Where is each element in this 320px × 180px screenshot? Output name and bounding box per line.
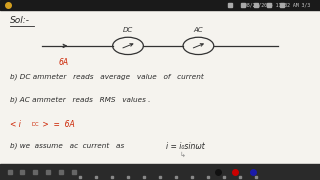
Text: b) we  assume   ac  current   as: b) we assume ac current as: [10, 142, 124, 149]
Text: b) DC ammeter   reads   average   value   of   current: b) DC ammeter reads average value of cur…: [10, 73, 203, 80]
Text: < i: < i: [10, 120, 20, 129]
Text: 6A: 6A: [59, 58, 69, 67]
Bar: [0, 0, 320, 10]
Text: Sol:-: Sol:-: [10, 16, 30, 25]
Text: b) AC ammeter   reads   RMS   values .: b) AC ammeter reads RMS values .: [10, 96, 150, 103]
Text: ↳: ↳: [179, 152, 185, 158]
Text: DC: DC: [31, 122, 39, 127]
Text: i = i₀sinωt: i = i₀sinωt: [166, 142, 205, 151]
Text: >  =  6A: > = 6A: [40, 120, 75, 129]
Text: 08/26/2024 11:02 AM 3/3: 08/26/2024 11:02 AM 3/3: [244, 3, 310, 7]
Text: DC: DC: [123, 27, 133, 33]
Text: AC: AC: [194, 27, 203, 33]
Bar: [0, 164, 320, 180]
